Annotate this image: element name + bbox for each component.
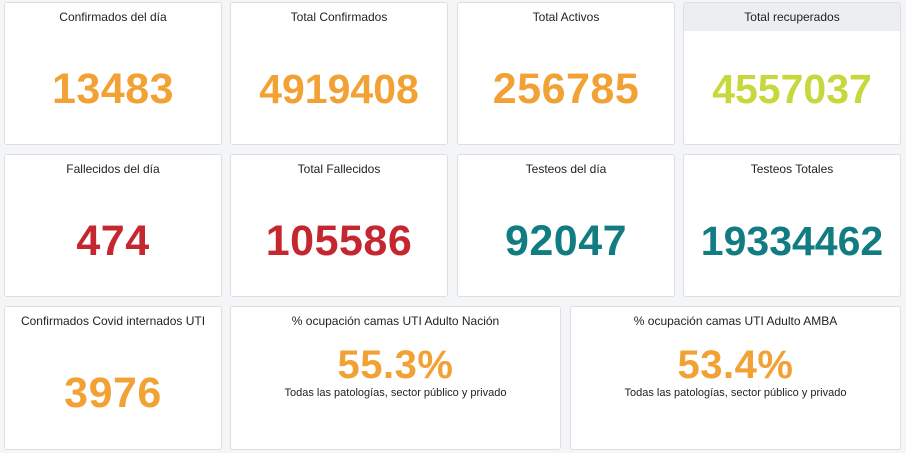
panel-title: Total Fallecidos [297, 162, 381, 176]
stat-value: 55.3% [337, 343, 454, 387]
panel-title: Total Confirmados [290, 10, 388, 24]
panel-total-recuperados[interactable]: Total recuperados 4557037 [683, 2, 901, 145]
panel-total-confirmados[interactable]: Total Confirmados 4919408 [230, 2, 448, 145]
stat-value: 13483 [51, 65, 175, 113]
panel-title: % ocupación camas UTI Adulto AMBA [633, 314, 838, 328]
panel-total-fallecidos[interactable]: Total Fallecidos 105586 [230, 154, 448, 297]
panel-title: Testeos del día [525, 162, 607, 176]
stat-value: 256785 [492, 65, 640, 113]
panel-testeos-totales[interactable]: Testeos Totales 19334462 [683, 154, 901, 297]
panel-subtitle: Todas las patologías, sector público y p… [624, 387, 847, 399]
panel-ocupacion-uti-nacion[interactable]: % ocupación camas UTI Adulto Nación 55.3… [230, 306, 561, 450]
stat-value: 53.4% [677, 343, 794, 387]
panel-total-activos[interactable]: Total Activos 256785 [457, 2, 675, 145]
panel-title: Confirmados del día [59, 10, 167, 24]
panel-title: Fallecidos del día [66, 162, 160, 176]
stat-value: 4557037 [712, 66, 872, 112]
panel-title: Total Activos [532, 10, 600, 24]
stat-value: 4919408 [259, 66, 419, 112]
panel-title: % ocupación camas UTI Adulto Nación [291, 314, 500, 328]
panel-confirmados-del-dia[interactable]: Confirmados del día 13483 [4, 2, 222, 145]
panel-title: Testeos Totales [750, 162, 834, 176]
stat-value: 474 [76, 217, 150, 265]
panel-fallecidos-del-dia[interactable]: Fallecidos del día 474 [4, 154, 222, 297]
panel-confirmados-internados-uti[interactable]: Confirmados Covid internados UTI 3976 [4, 306, 222, 450]
stat-value: 92047 [504, 217, 628, 265]
stat-value: 3976 [64, 369, 162, 417]
panel-testeos-del-dia[interactable]: Testeos del día 92047 [457, 154, 675, 297]
panel-subtitle: Todas las patologías, sector público y p… [284, 387, 507, 399]
panel-title: Confirmados Covid internados UTI [20, 314, 206, 328]
panel-title: Total recuperados [684, 3, 900, 31]
stat-value: 105586 [265, 217, 413, 265]
stat-value: 19334462 [700, 218, 884, 264]
panel-ocupacion-uti-amba[interactable]: % ocupación camas UTI Adulto AMBA 53.4% … [570, 306, 901, 450]
